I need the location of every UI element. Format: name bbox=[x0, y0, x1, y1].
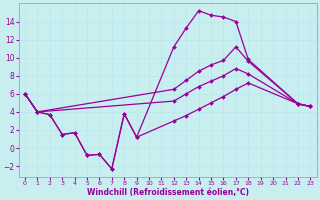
X-axis label: Windchill (Refroidissement éolien,°C): Windchill (Refroidissement éolien,°C) bbox=[87, 188, 249, 197]
